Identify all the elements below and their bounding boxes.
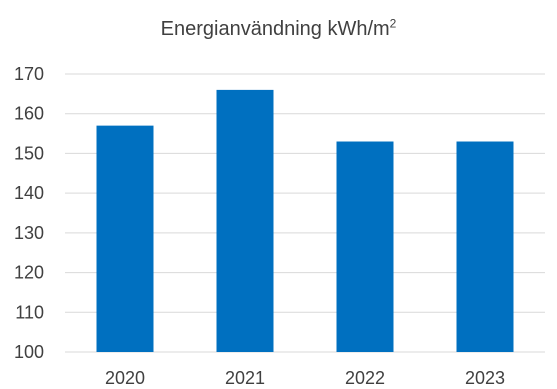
- y-tick-label-160: 160: [14, 104, 44, 124]
- bar-2021: [216, 89, 274, 352]
- y-tick-label-130: 130: [14, 223, 44, 243]
- y-axis-tick-labels: 100 110 120 130 140 150 160 170: [14, 64, 44, 362]
- bar-2023: [456, 141, 514, 352]
- chart-title-superscript: 2: [389, 16, 397, 31]
- y-tick-label-100: 100: [14, 342, 44, 362]
- x-axis-tick-labels: 2020 2021 2022 2023: [105, 368, 505, 388]
- x-tick-label-2020: 2020: [105, 368, 145, 388]
- bar-2022: [336, 141, 394, 352]
- bars: [96, 89, 514, 352]
- bar-2020: [96, 125, 154, 352]
- chart-title: Energianvändning kWh/m2: [0, 16, 557, 41]
- y-tick-label-140: 140: [14, 183, 44, 203]
- x-tick-label-2023: 2023: [465, 368, 505, 388]
- x-tick-label-2022: 2022: [345, 368, 385, 388]
- chart-title-text: Energianvändning kWh/m: [160, 18, 390, 40]
- y-tick-label-170: 170: [14, 64, 44, 84]
- y-tick-label-110: 110: [15, 302, 44, 322]
- y-tick-label-120: 120: [14, 263, 44, 283]
- y-tick-label-150: 150: [14, 143, 44, 163]
- x-tick-label-2021: 2021: [225, 368, 265, 388]
